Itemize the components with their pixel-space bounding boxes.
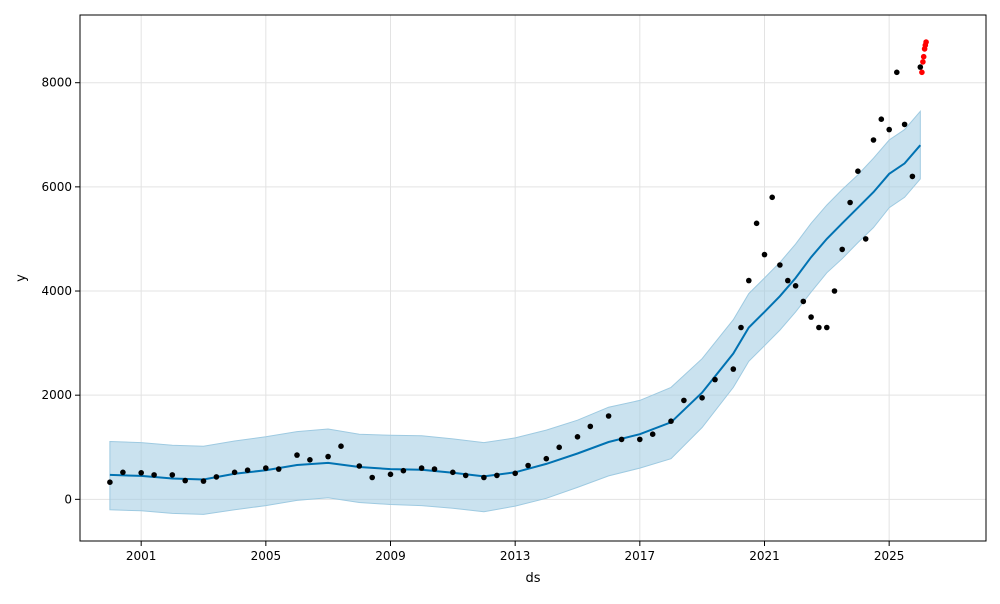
observed-point — [307, 457, 313, 463]
observed-point — [862, 236, 869, 242]
observed-point — [213, 474, 220, 480]
observed-point — [543, 455, 550, 462]
y-axis-label: y — [14, 274, 29, 282]
observed-point — [481, 474, 487, 481]
observed-point — [824, 324, 830, 331]
observed-point — [556, 444, 562, 451]
observed-point — [699, 395, 705, 401]
observed-point — [325, 453, 331, 460]
observed-point — [870, 137, 877, 143]
observed-point — [839, 246, 845, 253]
observed-point — [901, 121, 908, 128]
observed-point — [637, 436, 643, 443]
x-tick-label: 2017 — [625, 549, 656, 563]
observed-point — [369, 474, 376, 481]
observed-point — [231, 469, 238, 476]
x-axis-label: ds — [525, 571, 540, 586]
x-tick-label: 2001 — [126, 549, 157, 563]
x-tick-label: 2013 — [500, 549, 531, 563]
observed-point — [855, 168, 861, 174]
observed-point — [512, 470, 518, 477]
observed-point — [668, 418, 674, 425]
observed-point — [808, 314, 814, 320]
observed-point — [894, 69, 900, 76]
observed-point — [182, 477, 188, 484]
y-tick-label: 0 — [64, 492, 72, 506]
observed-point — [785, 277, 791, 284]
x-tick-label: 2005 — [251, 549, 282, 563]
observed-point — [120, 469, 126, 476]
observed-point — [909, 173, 916, 180]
observed-point — [800, 298, 807, 305]
observed-point — [618, 436, 625, 443]
observed-point — [200, 478, 207, 484]
observed-point — [681, 397, 687, 404]
x-tick-label: 2021 — [749, 549, 780, 563]
observed-point — [712, 376, 718, 383]
recent-points — [919, 39, 929, 76]
y-tick-label: 2000 — [41, 388, 72, 402]
observed-point — [107, 479, 113, 486]
observed-point — [769, 194, 775, 201]
recent-point — [923, 39, 929, 45]
observed-point — [917, 64, 924, 70]
observed-point — [169, 472, 176, 478]
observed-point — [418, 465, 425, 471]
observed-point — [494, 472, 500, 479]
observed-point — [151, 472, 157, 478]
observed-point — [878, 116, 885, 122]
x-tick-label: 2009 — [375, 549, 406, 563]
observed-point — [356, 463, 363, 469]
observed-point — [525, 462, 531, 469]
observed-point — [761, 251, 768, 258]
uncertainty-interval — [109, 109, 921, 515]
recent-point — [920, 53, 927, 60]
observed-point — [816, 324, 822, 331]
plot-frame — [79, 14, 987, 542]
x-tick-label: 2025 — [874, 549, 905, 563]
observed-point — [462, 472, 469, 479]
observed-point — [847, 199, 853, 206]
observed-point — [574, 434, 581, 440]
observed-point — [730, 366, 737, 372]
observed-point — [387, 471, 394, 478]
observed-point — [400, 467, 407, 474]
observed-point — [649, 431, 656, 438]
observed-point — [338, 443, 344, 450]
observed-point — [587, 423, 594, 430]
y-tick-label: 4000 — [41, 284, 72, 298]
recent-point — [919, 69, 925, 76]
uncertainty-band — [109, 109, 921, 515]
observed-point — [746, 277, 752, 284]
y-tick-label: 6000 — [41, 180, 72, 194]
observed-point — [777, 262, 783, 268]
recent-point — [920, 59, 926, 65]
observed-point — [431, 466, 438, 472]
observed-point — [753, 220, 760, 227]
observed-point — [738, 324, 744, 331]
observed-point — [792, 283, 799, 289]
observed-point — [294, 452, 300, 458]
observed-point — [263, 465, 269, 471]
observed-point — [605, 413, 612, 419]
observed-point — [450, 469, 456, 476]
observed-point — [886, 126, 892, 133]
observed-point — [138, 470, 144, 476]
observed-point — [244, 467, 251, 474]
observed-point — [831, 288, 838, 294]
observed-points — [107, 64, 924, 486]
axis-ticks: 2001 2005 2009 2013 2017 2021 2025 0 2000 4000 600… — [41, 76, 904, 563]
observed-point — [275, 466, 282, 472]
y-tick-label: 8000 — [41, 76, 72, 90]
